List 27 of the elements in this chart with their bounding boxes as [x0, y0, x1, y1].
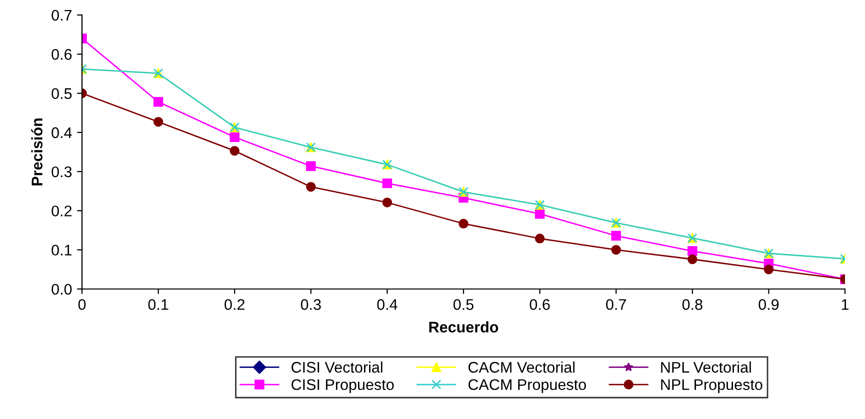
x-tick-label: 1 — [842, 299, 849, 310]
legend-label: CACM Vectorial — [468, 362, 575, 373]
legend-label: NPL Vectorial — [661, 362, 751, 373]
x-tick-label: 0.1 — [148, 299, 168, 310]
y-tick-label: 0.2 — [52, 206, 72, 216]
y-tick-label: 0.4 — [52, 127, 72, 138]
legend-label: NPL Propuesto — [661, 379, 762, 394]
x-tick-label: 0.2 — [224, 299, 244, 310]
legend-label: CACM Propuesto — [468, 379, 586, 394]
x-tick-label: 0.3 — [300, 299, 321, 310]
legend-label: CISI Propuesto — [292, 379, 394, 394]
x-tick-label: 0 — [78, 299, 86, 310]
x-tick-label: 0.5 — [453, 299, 474, 310]
y-tick-label: 0.1 — [52, 244, 72, 256]
y-tick-label: 0.7 — [52, 10, 72, 21]
y-tick-label: 0.0 — [52, 284, 72, 295]
x-tick-label: 0.8 — [682, 299, 702, 310]
x-tick-label: 0.4 — [377, 299, 398, 310]
x-tick-label: 0.6 — [530, 299, 550, 310]
y-tick-label: 0.5 — [52, 88, 72, 99]
y-axis-title: Precisión — [31, 118, 42, 186]
y-tick-label: 0.3 — [52, 166, 72, 178]
x-tick-label: 0.9 — [758, 299, 779, 310]
x-tick-label: 0.7 — [606, 299, 626, 310]
x-axis-title: Recuerdo — [429, 321, 498, 333]
legend-label: CISI Vectorial — [292, 362, 382, 373]
y-tick-label: 0.6 — [52, 49, 72, 60]
